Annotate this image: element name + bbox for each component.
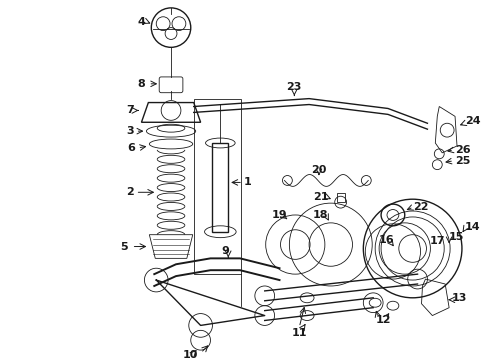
Text: 9: 9 [221, 247, 229, 256]
Text: 24: 24 [465, 116, 481, 126]
Text: 5: 5 [120, 242, 127, 252]
Bar [337, 193, 344, 202]
Text: 13: 13 [452, 293, 467, 303]
Text: 11: 11 [292, 328, 307, 338]
Text: 3: 3 [126, 126, 133, 136]
Text: 4: 4 [138, 17, 146, 27]
Text: 25: 25 [455, 156, 470, 166]
Text: 17: 17 [430, 235, 445, 246]
Text: 14: 14 [465, 222, 481, 232]
Text: 18: 18 [313, 210, 329, 220]
Text: 8: 8 [138, 79, 146, 89]
Bar [194, 99, 241, 274]
Text: 21: 21 [313, 192, 329, 202]
Text: 16: 16 [378, 235, 394, 245]
Text: 22: 22 [414, 202, 429, 212]
Text: 23: 23 [287, 82, 302, 92]
Text: 7: 7 [126, 105, 133, 116]
Text: 19: 19 [271, 210, 287, 220]
Text: 12: 12 [375, 315, 391, 325]
Text: 26: 26 [455, 145, 471, 155]
Text: 15: 15 [449, 232, 465, 242]
Text: 6: 6 [128, 143, 136, 153]
Text: 10: 10 [183, 350, 198, 360]
Text: 1: 1 [244, 177, 252, 188]
Bar [213, 143, 228, 232]
Text: 2: 2 [126, 187, 133, 197]
Text: 20: 20 [311, 165, 327, 175]
